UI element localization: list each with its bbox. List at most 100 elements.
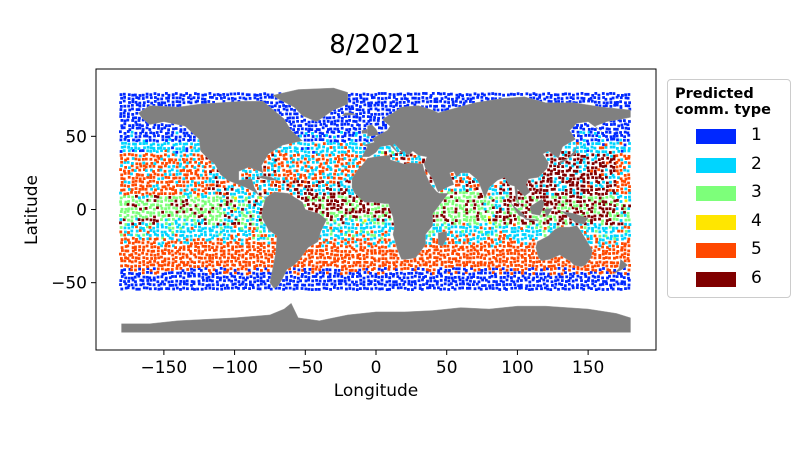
ocean-point-type-2 — [579, 130, 583, 134]
ocean-point-type-1 — [505, 278, 509, 282]
ocean-point-type-1 — [455, 97, 459, 100]
ocean-point-type-5 — [171, 261, 175, 265]
ocean-point-type-2 — [193, 146, 197, 150]
ocean-point-type-3 — [183, 214, 187, 218]
ocean-point-type-1 — [428, 286, 432, 290]
ocean-point-type-6 — [153, 215, 156, 219]
ocean-point-type-2 — [579, 142, 583, 145]
ocean-point-type-1 — [135, 108, 139, 111]
ocean-point-type-1 — [417, 100, 421, 104]
ocean-point-type-5 — [152, 176, 156, 179]
ocean-point-type-6 — [613, 199, 617, 203]
ocean-point-type-5 — [330, 246, 334, 249]
ocean-point-type-1 — [428, 283, 432, 287]
ocean-point-type-5 — [440, 260, 444, 264]
ocean-point-type-2 — [156, 229, 160, 233]
ocean-point-type-3 — [355, 218, 358, 222]
ocean-point-type-2 — [542, 184, 546, 188]
ocean-point-type-5 — [179, 184, 182, 187]
ocean-point-type-6 — [575, 207, 578, 211]
ocean-point-type-2 — [587, 130, 591, 134]
ocean-point-type-6 — [310, 188, 314, 192]
ocean-point-type-2 — [350, 230, 354, 233]
ocean-point-type-5 — [215, 256, 218, 259]
ocean-point-type-2 — [440, 223, 444, 227]
ocean-point-type-3 — [179, 198, 183, 202]
ocean-point-type-3 — [137, 212, 141, 215]
ocean-point-type-1 — [365, 267, 369, 271]
ocean-point-type-5 — [442, 229, 446, 233]
ocean-point-type-2 — [318, 234, 322, 238]
ocean-point-type-5 — [360, 157, 363, 161]
ocean-point-type-6 — [608, 160, 612, 164]
ocean-point-type-2 — [304, 154, 308, 157]
ocean-point-type-3 — [179, 227, 183, 230]
ocean-point-type-2 — [620, 158, 624, 162]
ocean-point-type-5 — [167, 257, 171, 261]
ocean-point-type-1 — [392, 105, 396, 108]
ocean-point-type-5 — [484, 248, 487, 252]
ocean-point-type-5 — [120, 246, 124, 249]
ocean-point-type-5 — [164, 153, 167, 157]
ocean-point-type-1 — [549, 100, 553, 103]
ocean-point-type-5 — [211, 183, 215, 187]
ocean-point-type-1 — [189, 101, 193, 105]
ocean-point-type-1 — [297, 134, 301, 138]
ocean-point-type-5 — [124, 158, 127, 162]
ocean-point-type-6 — [274, 183, 277, 187]
ocean-point-type-5 — [627, 155, 631, 158]
ocean-point-type-1 — [259, 282, 263, 286]
ocean-point-type-6 — [509, 187, 512, 191]
ocean-point-type-1 — [204, 273, 208, 276]
ocean-point-type-2 — [233, 238, 237, 242]
ocean-point-type-5 — [362, 257, 366, 260]
ocean-point-type-1 — [160, 287, 163, 291]
ocean-point-type-6 — [545, 203, 549, 207]
ocean-point-type-2 — [145, 194, 149, 198]
ocean-point-type-5 — [539, 263, 543, 267]
ocean-point-type-5 — [310, 244, 314, 248]
ocean-point-type-1 — [477, 286, 481, 290]
ocean-point-type-2 — [215, 230, 219, 234]
ocean-point-type-1 — [507, 93, 510, 97]
ocean-point-type-1 — [171, 283, 175, 287]
ocean-point-type-2 — [255, 229, 259, 232]
ocean-point-type-2 — [190, 223, 194, 227]
ocean-point-type-1 — [439, 267, 443, 271]
ocean-point-type-1 — [494, 275, 498, 279]
ocean-point-type-1 — [527, 276, 531, 279]
ocean-point-type-1 — [458, 278, 462, 282]
ocean-point-type-2 — [227, 185, 231, 189]
ocean-point-type-5 — [492, 256, 496, 259]
ocean-point-type-1 — [289, 122, 293, 126]
ocean-point-type-1 — [579, 135, 583, 138]
ocean-point-type-1 — [269, 272, 273, 276]
ocean-point-type-3 — [219, 219, 223, 222]
ocean-point-type-1 — [282, 283, 286, 287]
ocean-point-type-5 — [229, 240, 233, 244]
ocean-point-type-5 — [378, 249, 382, 253]
ocean-point-type-5 — [270, 183, 273, 187]
ocean-point-type-6 — [605, 207, 609, 211]
ocean-point-type-5 — [531, 252, 534, 256]
ocean-point-type-5 — [196, 238, 200, 241]
ocean-point-type-5 — [182, 169, 185, 172]
ocean-point-type-5 — [341, 265, 344, 269]
ocean-point-type-1 — [315, 128, 319, 131]
ocean-point-type-1 — [293, 108, 296, 112]
ocean-point-type-2 — [161, 241, 165, 245]
ocean-point-type-1 — [586, 149, 590, 152]
ocean-point-type-2 — [271, 168, 274, 171]
ocean-point-type-2 — [359, 155, 362, 158]
ocean-point-type-2 — [488, 196, 492, 199]
ocean-point-type-2 — [153, 233, 157, 236]
ocean-point-type-5 — [186, 268, 190, 271]
ocean-point-type-5 — [120, 181, 124, 184]
ocean-point-type-6 — [308, 207, 311, 211]
ocean-point-type-6 — [590, 221, 593, 225]
ocean-point-type-1 — [463, 267, 466, 271]
ocean-point-type-5 — [260, 234, 264, 237]
ocean-point-type-1 — [310, 128, 314, 131]
ocean-point-type-1 — [341, 116, 344, 120]
ocean-point-type-6 — [594, 192, 598, 195]
